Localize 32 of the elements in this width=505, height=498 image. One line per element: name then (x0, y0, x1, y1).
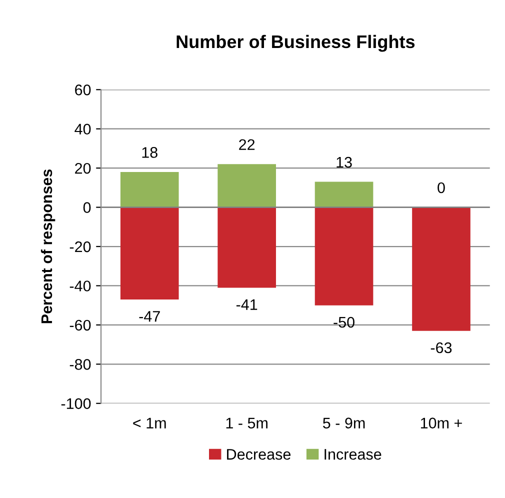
data-label: -50 (334, 316, 354, 328)
y-tick-label: -100 (61, 398, 91, 410)
y-tick-label: -80 (70, 359, 91, 370)
y-axis-title: Percent of responses (40, 169, 56, 324)
x-tick-label: 10m + (420, 418, 462, 428)
data-label: 22 (239, 139, 255, 150)
bar (314, 182, 374, 208)
bar (120, 207, 179, 300)
y-tick-label: -60 (70, 320, 91, 331)
y-tick-label: 0 (83, 202, 91, 213)
legend-label: Increase (324, 449, 382, 460)
y-tick-label: 60 (75, 84, 91, 96)
bar (314, 207, 374, 306)
chart-title: Number of Business Flights (176, 34, 415, 52)
y-tick-label: -20 (70, 241, 91, 252)
y-tick-label: 20 (75, 162, 91, 174)
bar (120, 172, 179, 208)
data-label: -41 (236, 299, 258, 310)
legend-label: Decrease (227, 449, 291, 460)
data-label: -47 (139, 311, 160, 322)
bar (218, 207, 276, 288)
y-tick-label: 40 (74, 124, 91, 135)
data-label: 13 (336, 156, 352, 168)
x-tick-label: 1 - 5m (226, 418, 268, 428)
x-tick-label: < 1m (133, 418, 166, 428)
bar (218, 164, 276, 208)
data-label: 0 (438, 182, 445, 194)
x-tick-label: 5 - 9m (322, 418, 365, 428)
y-tick-label: -40 (70, 280, 91, 292)
data-label: 18 (142, 147, 158, 158)
data-label: -63 (430, 342, 452, 354)
bar (412, 207, 470, 331)
